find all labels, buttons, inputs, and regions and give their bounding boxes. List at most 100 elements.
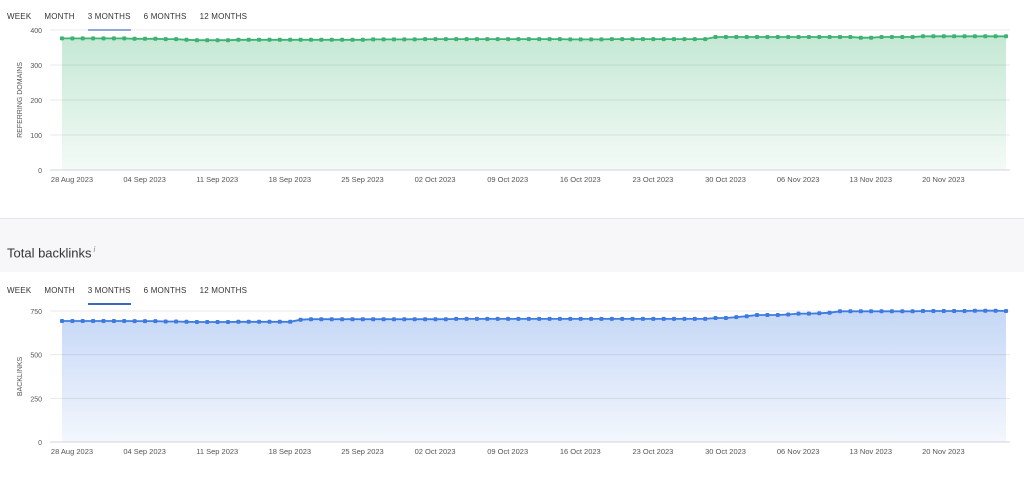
data-point[interactable]	[744, 314, 749, 319]
data-point[interactable]	[70, 36, 75, 41]
data-point[interactable]	[921, 34, 925, 39]
data-point[interactable]	[744, 35, 749, 39]
data-point[interactable]	[869, 35, 874, 40]
data-point[interactable]	[630, 37, 635, 42]
data-point[interactable]	[443, 37, 448, 42]
data-point[interactable]	[350, 37, 355, 42]
data-point[interactable]	[122, 319, 127, 323]
data-point[interactable]	[972, 34, 977, 39]
data-point[interactable]	[599, 37, 604, 42]
data-point[interactable]	[941, 34, 946, 39]
data-point[interactable]	[60, 319, 64, 323]
data-point[interactable]	[464, 37, 469, 42]
data-point[interactable]	[464, 316, 469, 321]
data-point[interactable]	[651, 316, 656, 321]
data-point[interactable]	[620, 37, 625, 42]
data-point[interactable]	[257, 319, 262, 324]
data-point[interactable]	[392, 317, 396, 322]
data-point[interactable]	[755, 313, 759, 317]
data-point[interactable]	[786, 35, 791, 39]
data-point[interactable]	[495, 316, 500, 321]
data-point[interactable]	[506, 316, 511, 321]
data-point[interactable]	[267, 319, 272, 324]
data-point[interactable]	[661, 37, 666, 42]
data-point[interactable]	[143, 319, 147, 324]
data-point[interactable]	[381, 37, 386, 42]
info-icon[interactable]: i	[93, 245, 96, 254]
data-point[interactable]	[755, 35, 759, 39]
data-point[interactable]	[806, 35, 811, 39]
data-point[interactable]	[713, 316, 718, 320]
data-point[interactable]	[215, 320, 220, 324]
data-point[interactable]	[319, 317, 324, 322]
data-point[interactable]	[80, 36, 85, 41]
data-point[interactable]	[143, 36, 147, 41]
data-point[interactable]	[848, 35, 853, 39]
data-point[interactable]	[692, 316, 697, 321]
data-point[interactable]	[983, 34, 988, 39]
data-point[interactable]	[412, 317, 417, 322]
data-point[interactable]	[952, 309, 957, 313]
data-point[interactable]	[993, 308, 998, 313]
data-point[interactable]	[713, 35, 718, 39]
data-point[interactable]	[672, 316, 676, 321]
data-point[interactable]	[371, 317, 376, 322]
data-point[interactable]	[879, 309, 884, 314]
data-point[interactable]	[620, 316, 625, 321]
data-point[interactable]	[454, 316, 459, 321]
tab-12-months[interactable]: 12 MONTHS	[199, 286, 248, 295]
data-point[interactable]	[1004, 34, 1008, 39]
data-point[interactable]	[402, 37, 407, 42]
data-point[interactable]	[723, 35, 728, 39]
data-point[interactable]	[485, 316, 490, 321]
data-point[interactable]	[205, 320, 210, 324]
data-point[interactable]	[672, 37, 676, 42]
data-point[interactable]	[516, 316, 521, 321]
data-point[interactable]	[765, 35, 770, 39]
tab-6-months[interactable]: 6 MONTHS	[143, 12, 187, 21]
data-point[interactable]	[277, 37, 282, 42]
data-point[interactable]	[132, 36, 137, 41]
tab-month[interactable]: MONTH	[44, 286, 75, 295]
data-point[interactable]	[122, 36, 127, 41]
data-point[interactable]	[817, 311, 822, 316]
data-point[interactable]	[775, 35, 780, 39]
data-point[interactable]	[858, 309, 863, 314]
data-point[interactable]	[578, 37, 583, 42]
data-point[interactable]	[609, 316, 614, 321]
data-point[interactable]	[340, 317, 345, 322]
data-point[interactable]	[423, 37, 428, 42]
data-point[interactable]	[80, 319, 85, 323]
data-point[interactable]	[101, 36, 106, 41]
data-point[interactable]	[288, 37, 293, 42]
data-point[interactable]	[879, 35, 884, 39]
data-point[interactable]	[765, 313, 770, 317]
data-point[interactable]	[309, 37, 313, 42]
data-point[interactable]	[640, 37, 645, 42]
data-point[interactable]	[288, 319, 293, 324]
data-point[interactable]	[340, 37, 345, 42]
data-point[interactable]	[60, 36, 64, 41]
data-point[interactable]	[277, 319, 282, 324]
data-point[interactable]	[972, 308, 977, 313]
data-point[interactable]	[526, 316, 531, 321]
data-point[interactable]	[568, 37, 573, 42]
data-point[interactable]	[205, 38, 210, 43]
data-point[interactable]	[526, 37, 531, 42]
data-point[interactable]	[329, 37, 334, 42]
data-point[interactable]	[692, 37, 697, 42]
data-point[interactable]	[682, 316, 687, 321]
data-point[interactable]	[392, 37, 396, 42]
data-point[interactable]	[775, 313, 780, 317]
data-point[interactable]	[962, 309, 967, 313]
data-point[interactable]	[350, 317, 355, 322]
tab-3-months[interactable]: 3 MONTHS	[87, 284, 131, 305]
data-point[interactable]	[806, 311, 811, 316]
data-point[interactable]	[163, 37, 168, 42]
data-point[interactable]	[443, 317, 448, 322]
data-point[interactable]	[454, 37, 459, 42]
data-point[interactable]	[910, 309, 915, 314]
data-point[interactable]	[796, 311, 801, 316]
data-point[interactable]	[101, 319, 106, 323]
data-point[interactable]	[568, 316, 573, 321]
